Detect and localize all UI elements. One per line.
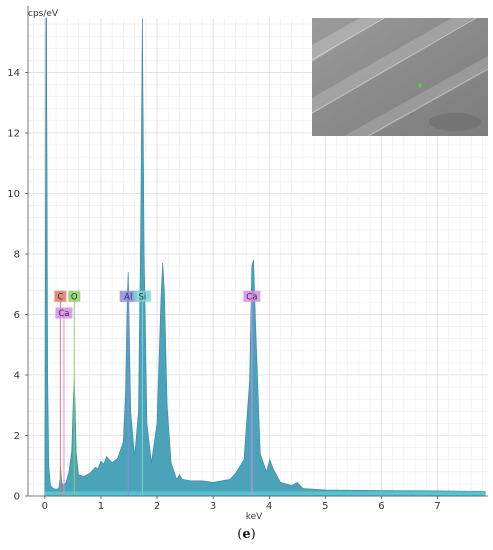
spectrum-layer [44,17,486,497]
y-tick-label: 8 [14,249,20,260]
element-label-box-si [133,290,151,302]
analysis-point-icon [418,83,422,87]
panel-label-letter: e [242,527,251,542]
panel-label-open: ( [237,527,243,542]
x-tick-label: 5 [322,501,328,512]
element-label-si: Si [139,292,147,302]
x-tick-label: 3 [210,501,216,512]
y-tick-label: 10 [7,189,20,200]
x-tick-label: 6 [378,501,384,512]
x-tick-label: 0 [42,501,48,512]
element-label-o: O [71,292,78,302]
y-tick-label: 0 [14,492,20,503]
spectrum-baseline [44,491,486,496]
element-label-box-al [119,290,137,302]
x-tick-label: 7 [434,501,440,512]
x-tick-label: 4 [266,501,272,512]
element-label-box-ca [55,307,73,319]
y-tick-label: 12 [7,128,20,139]
y-tick-label: 4 [14,370,20,381]
element-label-box-c [54,290,67,302]
panel-label-close: ) [250,527,256,542]
sem-inset-image [311,17,489,137]
y-axis-label: cps/eV [28,9,59,19]
x-axis-label: keV [246,512,263,520]
y-tick-label: 2 [14,431,20,442]
element-label-ca: Ca [246,292,257,302]
element-label-box-ca [243,290,261,302]
y-tick-label: 6 [14,310,20,321]
spectrum-series [44,17,486,497]
element-label-c: C [57,292,63,302]
panel-label: (e) [0,527,493,542]
element-label-ca: Ca [58,309,69,319]
element-label-al: Al [124,292,132,302]
x-tick-label: 1 [98,501,104,512]
y-tick-label: 14 [7,68,20,79]
plot-frame [27,6,488,497]
element-label-box-o [68,290,81,302]
x-tick-label: 2 [154,501,160,512]
